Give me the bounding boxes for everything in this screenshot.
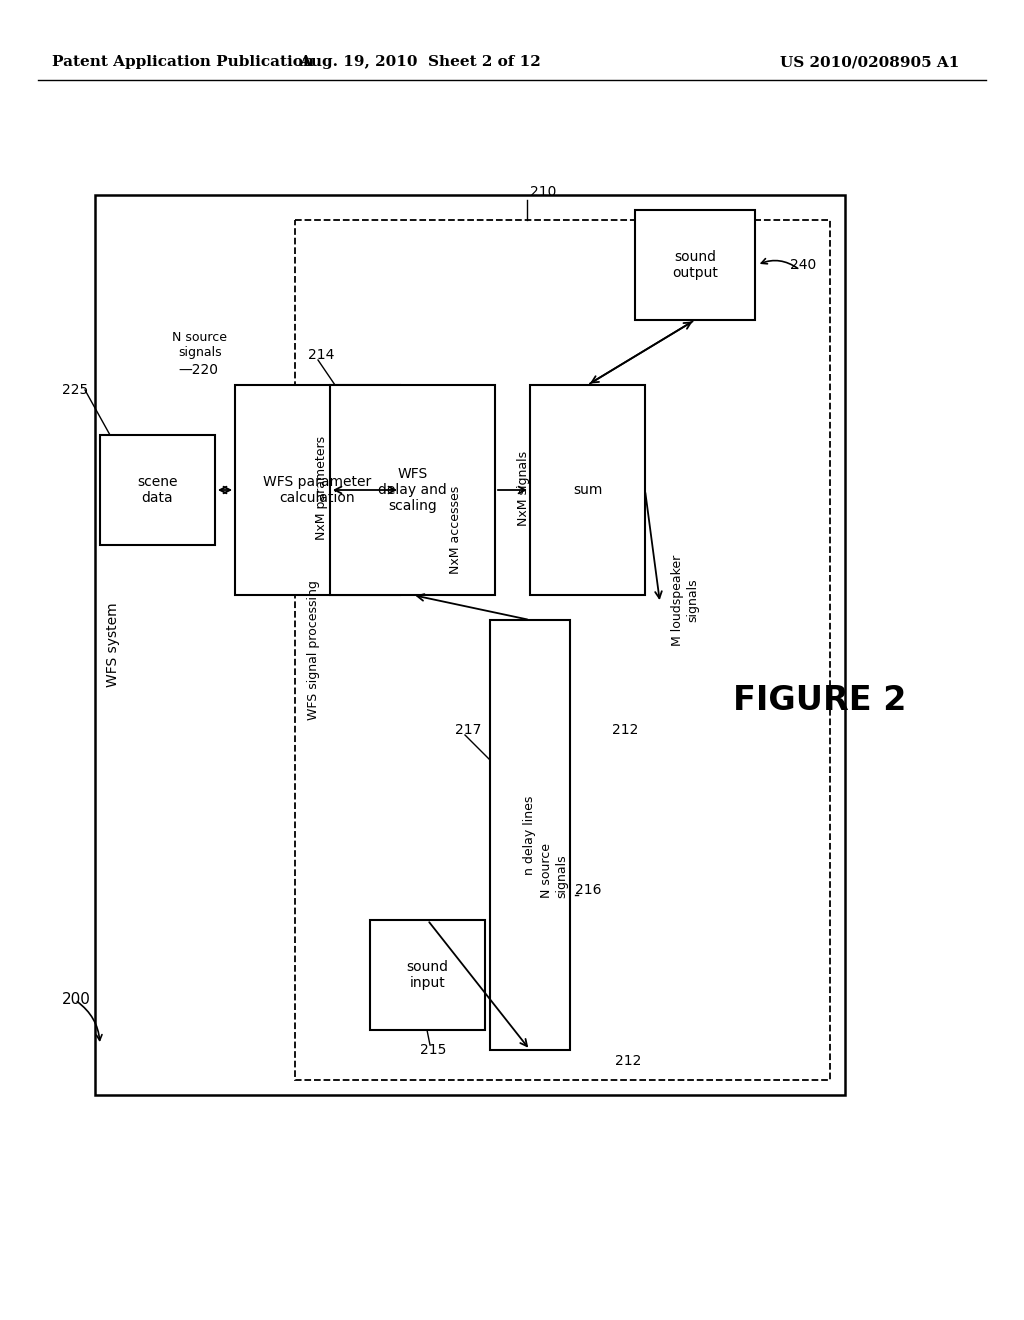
- Text: WFS
delay and
scaling: WFS delay and scaling: [378, 467, 446, 513]
- Text: NxM signals: NxM signals: [517, 450, 530, 525]
- Text: N source
signals: N source signals: [540, 842, 568, 898]
- Text: scene
data: scene data: [137, 475, 178, 506]
- Bar: [635, 210, 755, 319]
- Bar: [295, 220, 830, 1080]
- Text: 216: 216: [575, 883, 601, 898]
- Text: NxM parameters: NxM parameters: [315, 436, 329, 540]
- Text: M loudspeaker
signals: M loudspeaker signals: [671, 554, 699, 645]
- Text: 215: 215: [420, 1043, 446, 1057]
- Text: n delay lines: n delay lines: [523, 796, 537, 875]
- Text: WFS system: WFS system: [106, 603, 120, 688]
- Text: WFS signal processing: WFS signal processing: [306, 579, 319, 719]
- Text: WFS parameter
calculation: WFS parameter calculation: [263, 475, 372, 506]
- Bar: [490, 620, 570, 1049]
- Text: Aug. 19, 2010  Sheet 2 of 12: Aug. 19, 2010 Sheet 2 of 12: [299, 55, 541, 69]
- Text: US 2010/0208905 A1: US 2010/0208905 A1: [780, 55, 959, 69]
- Text: 210: 210: [530, 185, 556, 199]
- Text: 212: 212: [615, 1053, 641, 1068]
- Text: 200: 200: [62, 993, 91, 1007]
- Text: sound
input: sound input: [407, 960, 449, 990]
- Text: sound
output: sound output: [672, 249, 718, 280]
- Text: NxM accesses: NxM accesses: [449, 486, 462, 574]
- Bar: [100, 436, 215, 545]
- Text: Patent Application Publication: Patent Application Publication: [52, 55, 314, 69]
- Text: 212: 212: [612, 723, 638, 737]
- Text: 217: 217: [455, 723, 481, 737]
- Bar: [310, 218, 610, 1078]
- Text: —220: —220: [178, 363, 218, 378]
- Bar: [310, 218, 830, 718]
- Text: 240: 240: [790, 257, 816, 272]
- Text: FIGURE 2: FIGURE 2: [733, 684, 906, 717]
- Bar: [95, 195, 845, 1096]
- Text: 225: 225: [62, 383, 88, 397]
- Bar: [234, 385, 400, 595]
- Bar: [530, 385, 645, 595]
- Bar: [370, 920, 485, 1030]
- Text: sum: sum: [572, 483, 602, 498]
- Bar: [330, 385, 495, 595]
- Text: N source
signals: N source signals: [172, 331, 227, 359]
- Bar: [660, 218, 780, 987]
- Text: 214: 214: [308, 348, 335, 362]
